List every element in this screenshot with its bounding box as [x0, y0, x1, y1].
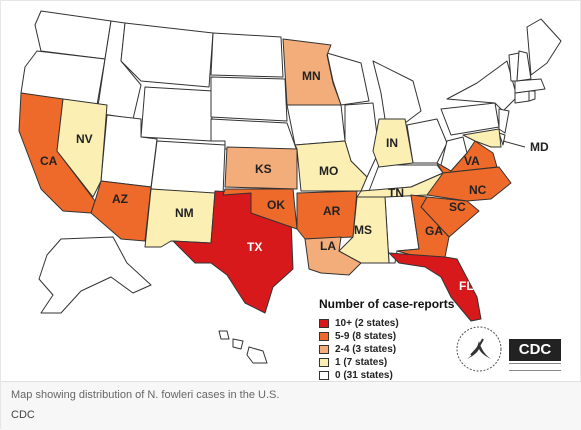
label-ks: KS — [255, 162, 272, 176]
label-mo: MO — [319, 164, 338, 178]
state-ma — [514, 78, 546, 94]
state-nj — [498, 108, 510, 134]
map-legend: Number of case-reports 10+ (2 states) 5-… — [319, 297, 469, 382]
md-callout-line — [502, 140, 526, 148]
state-az — [90, 180, 152, 242]
state-sd — [210, 76, 288, 122]
label-nc: NC — [469, 183, 487, 197]
state-mt — [120, 22, 214, 88]
label-nv: NV — [76, 132, 93, 146]
label-va: VA — [464, 154, 480, 168]
state-ny — [446, 60, 518, 112]
state-ak — [38, 236, 152, 314]
state-wy — [140, 86, 214, 142]
label-sc: SC — [449, 200, 466, 214]
label-fl: FL — [459, 279, 474, 293]
label-ca: CA — [40, 154, 58, 168]
us-map-svg: CA NV AZ NM TX OK KS MN MO AR LA MS TN I… — [18, 10, 562, 364]
state-ks — [224, 146, 298, 190]
caption-credit: CDC — [11, 409, 35, 421]
legend-item: 0 (31 states) — [319, 369, 469, 381]
state-fl — [388, 252, 482, 322]
label-md: MD — [530, 140, 549, 154]
legend-label: 1 (7 states) — [335, 356, 388, 368]
state-labels: CA NV AZ NM TX OK KS MN MO AR LA MS TN I… — [40, 69, 549, 293]
state-mn — [282, 38, 342, 106]
figure-caption: Map showing distribution of N. fowleri c… — [1, 381, 581, 430]
legend-item: 2-4 (3 states) — [319, 343, 469, 355]
state-co — [150, 140, 226, 196]
state-nv — [56, 98, 108, 198]
cdc-logo-text: CDC — [509, 339, 561, 361]
label-nm: NM — [175, 206, 194, 220]
state-nh — [516, 50, 532, 82]
zero-case-states — [20, 10, 562, 364]
legend-item: 10+ (2 states) — [319, 317, 469, 329]
legend-title: Number of case-reports — [319, 297, 455, 311]
cdc-logo-subtitle — [509, 363, 561, 371]
label-az: AZ — [112, 192, 128, 206]
label-ok: OK — [267, 198, 285, 212]
case-states — [18, 38, 512, 322]
label-ms: MS — [354, 223, 372, 237]
cdc-logo: CDC — [509, 339, 561, 371]
label-in: IN — [386, 136, 398, 150]
label-ar: AR — [323, 204, 341, 218]
caption-text: Map showing distribution of N. fowleri c… — [11, 389, 280, 401]
label-tx: TX — [247, 240, 262, 254]
legend-swatch — [319, 344, 329, 354]
state-oh — [406, 118, 448, 164]
state-ia — [286, 104, 346, 146]
legend-item: 5-9 (8 states) — [319, 330, 469, 342]
state-md — [462, 128, 502, 148]
legend-label: 10+ (2 states) — [335, 317, 399, 329]
state-ri — [528, 90, 536, 102]
state-me — [526, 18, 562, 76]
legend-swatch — [319, 370, 329, 380]
legend-swatch — [319, 331, 329, 341]
state-hi — [218, 330, 268, 364]
hhs-seal-logo — [456, 326, 502, 372]
legend-swatch — [319, 318, 329, 328]
state-la — [304, 236, 362, 276]
label-ga: GA — [425, 224, 443, 238]
legend-label: 5-9 (8 states) — [335, 330, 397, 342]
us-map: CA NV AZ NM TX OK KS MN MO AR LA MS TN I… — [1, 1, 581, 381]
state-nd — [210, 32, 284, 78]
legend-label: 2-4 (3 states) — [335, 343, 397, 355]
state-mi — [372, 60, 422, 124]
legend-swatch — [319, 357, 329, 367]
label-mn: MN — [302, 69, 321, 83]
label-la: LA — [320, 239, 336, 253]
state-ms — [338, 196, 390, 264]
label-tn: TN — [388, 186, 404, 200]
state-nc — [426, 166, 512, 202]
state-ne — [210, 118, 298, 152]
state-in — [372, 118, 414, 168]
legend-label: 0 (31 states) — [335, 369, 393, 381]
state-de — [498, 132, 506, 146]
state-mo — [294, 140, 368, 192]
legend-item: 1 (7 states) — [319, 356, 469, 368]
